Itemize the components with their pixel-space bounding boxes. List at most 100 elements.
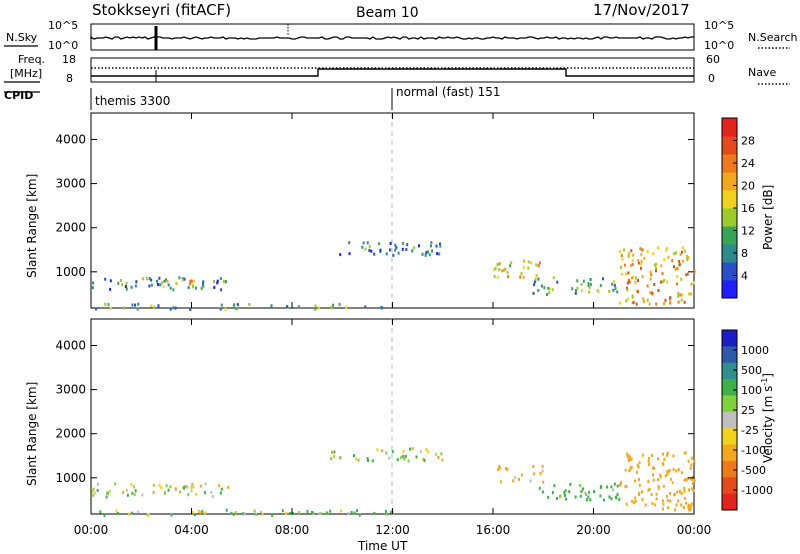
cpid-mode-2: normal (fast) 151 xyxy=(396,85,500,99)
power-echo-cell xyxy=(623,263,626,267)
power-echo-cell xyxy=(551,288,554,292)
velocity-echo-cell xyxy=(648,456,651,460)
power-echo-cell xyxy=(92,281,95,285)
velocity-echo-cell xyxy=(271,513,273,517)
power-echo-cell xyxy=(153,305,156,309)
power-echo-cell xyxy=(373,252,376,256)
velocity-echo-cell xyxy=(657,485,660,489)
velocity-echo-cell xyxy=(620,480,622,484)
power-echo-cell xyxy=(181,278,184,282)
power-echo-cell xyxy=(395,246,398,250)
power-echo-cell xyxy=(669,301,672,305)
velocity-echo-cell xyxy=(163,491,166,495)
power-echo-cell xyxy=(655,262,658,266)
power-cbar-segment xyxy=(722,262,737,281)
power-echo-cell xyxy=(548,287,551,291)
velocity-echo-cell xyxy=(661,507,664,511)
power-echo-cell xyxy=(510,261,513,265)
velocity-echo-cell xyxy=(520,473,523,477)
power-echo-cell xyxy=(673,265,675,269)
power-echo-cell xyxy=(556,280,559,284)
velocity-echo-cell xyxy=(441,458,444,462)
power-y-tick-label: 1000 xyxy=(55,265,86,279)
velocity-echo-cell xyxy=(631,499,634,503)
velocity-echo-cell xyxy=(190,489,193,493)
velocity-echo-cell xyxy=(588,490,591,494)
noise-sky-line xyxy=(90,35,694,40)
power-echo-cell xyxy=(640,266,642,270)
x-tick-label: 04:00 xyxy=(174,523,209,537)
velocity-echo-cell xyxy=(366,457,369,460)
velocity-echo-cell xyxy=(657,486,660,490)
velocity-echo-cell xyxy=(626,455,629,459)
velocity-echo-cell xyxy=(634,496,637,500)
velocity-echo-cell xyxy=(541,490,544,494)
velocity-echo-cell xyxy=(376,448,379,452)
freq-right-tick-top: 60 xyxy=(706,53,720,66)
power-echo-cell xyxy=(222,280,225,283)
power-echo-cell xyxy=(677,294,680,298)
velocity-echo-cell xyxy=(115,509,118,513)
velocity-echo-cell xyxy=(691,477,694,481)
power-echo-cell xyxy=(175,282,178,285)
velocity-cbar-tick-label: -1000 xyxy=(741,484,773,497)
power-echo-cell xyxy=(134,284,137,288)
freq-left-tick-bottom: 8 xyxy=(66,72,73,85)
velocity-echo-cell xyxy=(203,491,206,495)
velocity-echo-cell xyxy=(99,510,102,514)
x-tick-label: 16:00 xyxy=(476,523,511,537)
power-echo-cell xyxy=(119,279,122,282)
power-echo-cell xyxy=(141,277,144,281)
velocity-echo-cell xyxy=(659,473,662,477)
power-echo-cell xyxy=(125,281,128,285)
power-cbar-tick-label: 8 xyxy=(741,247,748,260)
velocity-echo-cell xyxy=(141,493,144,497)
velocity-echo-cell xyxy=(419,450,422,454)
freq-step-line xyxy=(91,68,694,77)
velocity-echo-cell xyxy=(158,483,161,487)
velocity-echo-cell xyxy=(211,495,214,499)
power-echo-cell xyxy=(498,267,501,271)
velocity-echo-cell xyxy=(261,512,264,516)
velocity-echo-cell xyxy=(230,511,233,515)
power-echo-cell xyxy=(580,288,583,292)
power-echo-cell xyxy=(660,264,663,268)
velocity-echo-cell xyxy=(165,484,168,488)
power-echo-cell xyxy=(627,254,630,258)
power-echo-cell xyxy=(159,283,162,287)
power-echo-cell xyxy=(533,283,536,287)
power-echo-cell xyxy=(588,285,591,289)
power-echo-cell xyxy=(436,252,439,256)
power-echo-cell xyxy=(338,302,341,306)
power-echo-cell xyxy=(646,284,649,288)
power-echo-cell xyxy=(589,278,592,281)
power-echo-cell xyxy=(339,253,342,257)
velocity-echo-cell xyxy=(542,480,545,484)
velocity-cbar-segment xyxy=(722,444,737,462)
power-echo-cell xyxy=(190,279,193,283)
velocity-echo-cell xyxy=(676,490,679,494)
velocity-echo-cell xyxy=(97,482,99,486)
power-echo-cell xyxy=(430,241,433,244)
power-echo-cell xyxy=(150,283,153,287)
power-echo-cell xyxy=(655,266,658,270)
power-echo-cell xyxy=(680,277,683,281)
power-echo-cell xyxy=(135,280,138,284)
power-echo-cell xyxy=(189,308,192,311)
power-echo-cell xyxy=(146,277,149,281)
power-echo-cell xyxy=(163,279,166,283)
power-cbar-segment xyxy=(722,280,737,299)
velocity-echo-cell xyxy=(580,490,583,494)
power-echo-cell xyxy=(621,257,624,261)
power-echo-cell xyxy=(613,283,616,287)
power-echo-cell xyxy=(366,241,369,245)
power-echo-cell xyxy=(626,281,629,285)
velocity-echo-cell xyxy=(662,502,665,506)
velocity-echo-cell xyxy=(285,511,288,515)
noise-left-label: N.Sky xyxy=(6,31,38,44)
velocity-echo-cell xyxy=(616,484,619,488)
power-echo-cell xyxy=(157,283,159,287)
power-echo-cell xyxy=(130,285,133,289)
velocity-echo-cell xyxy=(638,461,641,465)
nave-label: Nave xyxy=(748,66,776,79)
